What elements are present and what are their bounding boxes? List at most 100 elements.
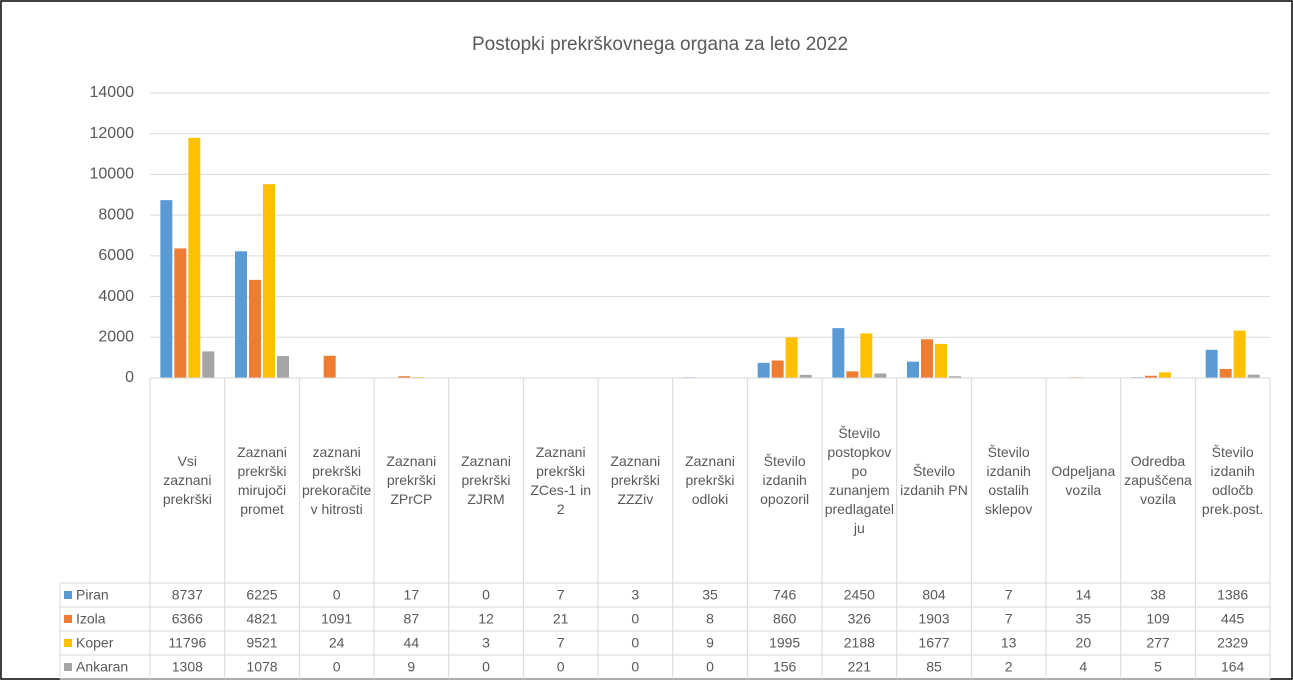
table-value: 8737: [172, 587, 203, 603]
category-label: Zaznani prekrški ZJRM: [461, 453, 511, 507]
category-label: Število izdanih PN: [900, 462, 968, 498]
table-value: 746: [773, 587, 797, 603]
table-value: 5: [1154, 659, 1162, 675]
bar: [277, 356, 289, 378]
legend-swatch: [64, 639, 72, 647]
table-value: 1308: [172, 659, 203, 675]
table-value: 164: [1221, 659, 1245, 675]
table-value: 0: [333, 587, 341, 603]
table-value: 12: [478, 611, 494, 627]
table-value: 0: [706, 659, 714, 675]
table-value: 109: [1146, 611, 1170, 627]
category-label: Zaznani prekrški ZZZiv: [610, 453, 661, 507]
bar: [1145, 375, 1157, 378]
table-value: 21: [553, 611, 569, 627]
table-value: 1995: [769, 635, 800, 651]
y-tick-label: 8000: [98, 206, 134, 223]
bar: [860, 333, 873, 378]
bar: [832, 328, 845, 378]
table-value: 1078: [246, 659, 277, 675]
bar: [799, 374, 812, 378]
bar: [323, 355, 336, 378]
table-value: 1677: [918, 635, 949, 651]
table-value: 7: [557, 635, 565, 651]
bar: [160, 200, 173, 378]
bar: [398, 376, 411, 378]
legend-swatch: [64, 663, 72, 671]
category-label: Zaznani prekrški mirujoči promet: [237, 443, 287, 517]
table-value: 13: [1001, 635, 1017, 651]
bar: [771, 360, 784, 378]
category-label: Število postopkov po zunanjem predlagate…: [824, 424, 894, 536]
table-value: 804: [922, 587, 946, 603]
category-label: Odredba zapuščena vozila: [1124, 453, 1192, 507]
table-value: 9: [407, 659, 415, 675]
bar: [949, 376, 961, 378]
table-value: 35: [1076, 611, 1092, 627]
table-value: 2: [1005, 659, 1013, 675]
bar: [235, 251, 247, 378]
bar: [1205, 349, 1218, 378]
table-value: 326: [848, 611, 872, 627]
bar: [1159, 372, 1171, 378]
category-label: Število izdanih odločb prek.post.: [1201, 443, 1264, 517]
bar: [1233, 330, 1246, 378]
table-value: 0: [482, 659, 490, 675]
table-value: 0: [631, 611, 639, 627]
category-label: Zaznani prekrški odloki: [685, 453, 735, 507]
table-value: 3: [631, 587, 639, 603]
category-label: Odpeljana vozila: [1051, 462, 1116, 498]
table-value: 38: [1150, 587, 1166, 603]
table-value: 445: [1221, 611, 1245, 627]
bar: [785, 337, 798, 378]
table-value: 277: [1146, 635, 1170, 651]
table-value: 24: [329, 635, 345, 651]
category-label: Zaznani prekrški ZPrCP: [386, 453, 437, 507]
bar: [907, 361, 919, 378]
legend-label: Piran: [76, 587, 109, 603]
legend-label: Koper: [76, 635, 114, 651]
table-value: 44: [404, 635, 420, 651]
table-value: 1386: [1217, 587, 1248, 603]
table-value: 2450: [844, 587, 875, 603]
y-tick-label: 2000: [98, 329, 134, 346]
bar: [1219, 368, 1232, 378]
table-value: 0: [333, 659, 341, 675]
category-label: Zaznani prekrški ZCes-1 in 2: [530, 443, 591, 517]
table-value: 9521: [246, 635, 277, 651]
category-label: Vsi zaznani prekrški: [162, 453, 212, 507]
table-value: 0: [631, 659, 639, 675]
bar: [263, 184, 275, 378]
category-label: Število izdanih opozoril: [760, 453, 810, 507]
table-value: 0: [631, 635, 639, 651]
bar: [249, 279, 261, 378]
chart-title: Postopki prekrškovnega organa za leto 20…: [472, 34, 848, 55]
table-value: 860: [773, 611, 797, 627]
bar: [921, 339, 933, 378]
table-value: 4: [1079, 659, 1087, 675]
legend-swatch: [64, 615, 72, 623]
bar: [935, 343, 947, 378]
table-value: 7: [1005, 611, 1013, 627]
y-tick-label: 14000: [90, 84, 135, 101]
table-value: 3: [482, 635, 490, 651]
bar: [188, 137, 201, 378]
bar: [174, 248, 187, 378]
table-value: 6225: [246, 587, 277, 603]
table-value: 11796: [168, 635, 206, 651]
table-value: 1903: [918, 611, 949, 627]
bar: [874, 373, 887, 378]
category-label: zaznani prekrški prekoračitev hitrosti: [302, 443, 372, 517]
y-tick-label: 10000: [90, 166, 135, 183]
table-value: 87: [404, 611, 420, 627]
y-tick-label: 4000: [98, 288, 134, 305]
table-value: 156: [773, 659, 797, 675]
table-value: 6366: [172, 611, 203, 627]
table-value: 1091: [321, 611, 352, 627]
y-tick-label: 12000: [90, 125, 135, 142]
table-value: 2188: [844, 635, 875, 651]
table-value: 221: [848, 659, 872, 675]
table-value: 85: [926, 659, 942, 675]
